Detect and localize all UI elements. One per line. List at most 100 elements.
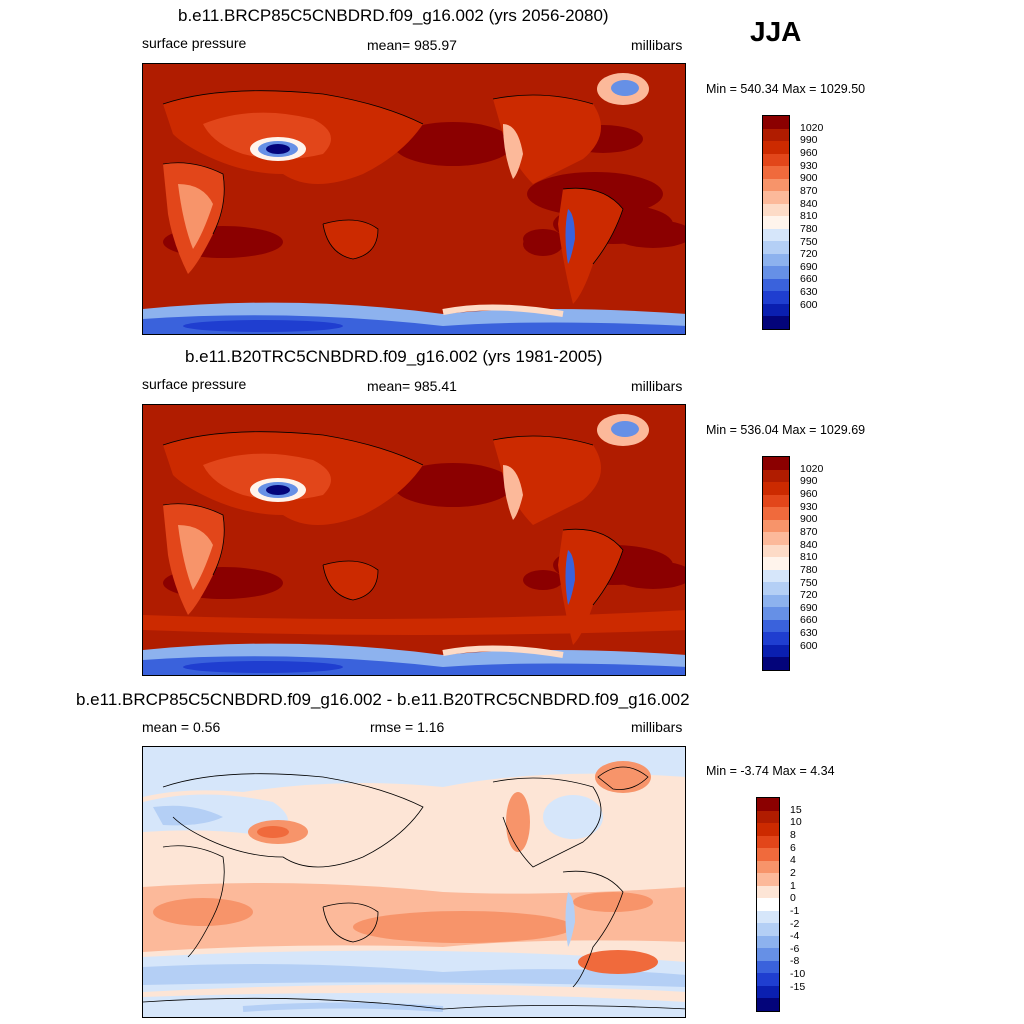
colorbar-swatch xyxy=(763,253,789,267)
colorbar-swatch xyxy=(757,935,779,949)
colorbar-swatch xyxy=(757,985,779,999)
colorbar-swatch xyxy=(763,303,789,317)
colorbar-swatch xyxy=(757,810,779,824)
colorbar-swatch xyxy=(763,278,789,292)
panel3-colorbar-tick: 6 xyxy=(790,841,796,854)
panel3-colorbar-tick: -6 xyxy=(790,942,800,955)
colorbar-swatch xyxy=(763,216,789,229)
colorbar-swatch xyxy=(763,557,789,570)
panel3-colorbar-tick: 15 xyxy=(790,803,802,816)
panel2-colorbar-tick: 960 xyxy=(800,487,818,500)
colorbar-swatch xyxy=(763,166,789,179)
colorbar-swatch xyxy=(757,885,779,899)
colorbar-swatch xyxy=(763,457,789,470)
panel1-colorbar-tick: 960 xyxy=(800,146,818,159)
panel3-colorbar-tick: -1 xyxy=(790,904,800,917)
panel2-colorbar-tick: 870 xyxy=(800,525,818,538)
colorbar-swatch xyxy=(757,848,779,861)
panel3-colorbar-tick: -10 xyxy=(790,968,806,981)
panel3-map xyxy=(142,746,686,1018)
panel1-colorbar-tick: 1020 xyxy=(800,121,824,134)
colorbar-swatch xyxy=(763,607,789,620)
panel2-units-label: millibars xyxy=(631,378,683,394)
colorbar-swatch xyxy=(763,191,789,204)
colorbar-swatch xyxy=(763,644,789,658)
panel1-colorbar-tick: 870 xyxy=(800,184,818,197)
colorbar-swatch xyxy=(763,482,789,495)
colorbar-swatch xyxy=(757,860,779,874)
panel1-colorbar-tick: 690 xyxy=(800,260,818,273)
colorbar-swatch xyxy=(763,657,789,670)
panel1-colorbar-tick: 780 xyxy=(800,222,818,235)
panel2-colorbar xyxy=(762,456,790,671)
season-label: JJA xyxy=(750,16,802,47)
panel1-variable-label: surface pressure xyxy=(142,35,247,51)
panel3-colorbar-tick: 1 xyxy=(790,879,796,892)
colorbar-swatch xyxy=(757,910,779,924)
panel2-minmax: Min = 536.04 Max = 1029.69 xyxy=(706,423,866,437)
colorbar-swatch xyxy=(763,544,789,558)
panel1-colorbar-tick: 840 xyxy=(800,197,818,210)
colorbar-swatch xyxy=(757,823,779,836)
panel1-colorbar-tick: 810 xyxy=(800,210,818,223)
panel3-units-label: millibars xyxy=(631,719,683,735)
panel3-colorbar-tick: 0 xyxy=(790,892,796,905)
colorbar-swatch xyxy=(763,532,789,545)
panel3-colorbar-tick: -8 xyxy=(790,955,800,968)
colorbar-swatch xyxy=(757,998,779,1011)
panel2-colorbar-tick: 780 xyxy=(800,563,818,576)
panel1-minmax: Min = 540.34 Max = 1029.50 xyxy=(706,82,866,96)
colorbar-swatch xyxy=(763,178,789,192)
colorbar-swatch xyxy=(763,569,789,583)
panel1-colorbar-tick: 600 xyxy=(800,298,818,311)
colorbar-swatch xyxy=(763,594,789,608)
colorbar-swatch xyxy=(763,228,789,242)
colorbar-swatch xyxy=(763,153,789,167)
colorbar-swatch xyxy=(757,798,779,811)
panel3-title: b.e11.BRCP85C5CNBDRD.f09_g16.002 - b.e11… xyxy=(76,690,690,709)
panel2-colorbar-tick: 690 xyxy=(800,601,818,614)
panel2-colorbar-tick: 660 xyxy=(800,614,818,627)
panel2-colorbar-tick: 840 xyxy=(800,538,818,551)
panel2-map xyxy=(142,404,686,676)
colorbar-swatch xyxy=(757,873,779,886)
panel2-colorbar-tick: 720 xyxy=(800,589,818,602)
panel1-mean-label: mean= 985.97 xyxy=(367,37,457,53)
panel2-variable-label: surface pressure xyxy=(142,376,247,392)
panel2-colorbar-tick: 930 xyxy=(800,500,818,513)
colorbar-swatch xyxy=(757,835,779,849)
panel1-units-label: millibars xyxy=(631,37,683,53)
panel1-colorbar-tick: 990 xyxy=(800,134,818,147)
panel3-colorbar-tick: 2 xyxy=(790,866,796,879)
colorbar-swatch xyxy=(763,241,789,254)
panel2-colorbar-tick: 630 xyxy=(800,627,818,640)
colorbar-swatch xyxy=(763,469,789,483)
panel1-colorbar-tick: 720 xyxy=(800,248,818,261)
colorbar-swatch xyxy=(763,582,789,595)
panel2-colorbar-tick: 810 xyxy=(800,551,818,564)
panel1-colorbar xyxy=(762,115,790,330)
colorbar-swatch xyxy=(763,141,789,154)
colorbar-swatch xyxy=(757,973,779,986)
panel3-colorbar-tick: 4 xyxy=(790,854,796,867)
colorbar-swatch xyxy=(763,632,789,645)
panel2-colorbar-tick: 600 xyxy=(800,639,818,652)
panel1-colorbar-tick: 630 xyxy=(800,286,818,299)
panel1-colorbar-tick: 750 xyxy=(800,235,818,248)
panel1-colorbar-tick: 660 xyxy=(800,273,818,286)
panel3-mean-label: mean = 0.56 xyxy=(142,719,221,735)
panel1-colorbar-tick: 900 xyxy=(800,172,818,185)
colorbar-swatch xyxy=(763,519,789,533)
panel3-colorbar xyxy=(756,797,780,1012)
colorbar-swatch xyxy=(763,619,789,633)
panel1-colorbar-tick: 930 xyxy=(800,159,818,172)
panel3-colorbar-tick: 10 xyxy=(790,816,802,829)
panel2-colorbar-tick: 1020 xyxy=(800,462,824,475)
panel3-colorbar-tick: 8 xyxy=(790,828,796,841)
colorbar-swatch xyxy=(757,948,779,961)
panel3-minmax: Min = -3.74 Max = 4.34 xyxy=(706,764,835,778)
colorbar-swatch xyxy=(763,116,789,129)
panel3-colorbar-tick: -4 xyxy=(790,930,800,943)
colorbar-swatch xyxy=(763,266,789,279)
panel2-mean-label: mean= 985.41 xyxy=(367,378,457,394)
